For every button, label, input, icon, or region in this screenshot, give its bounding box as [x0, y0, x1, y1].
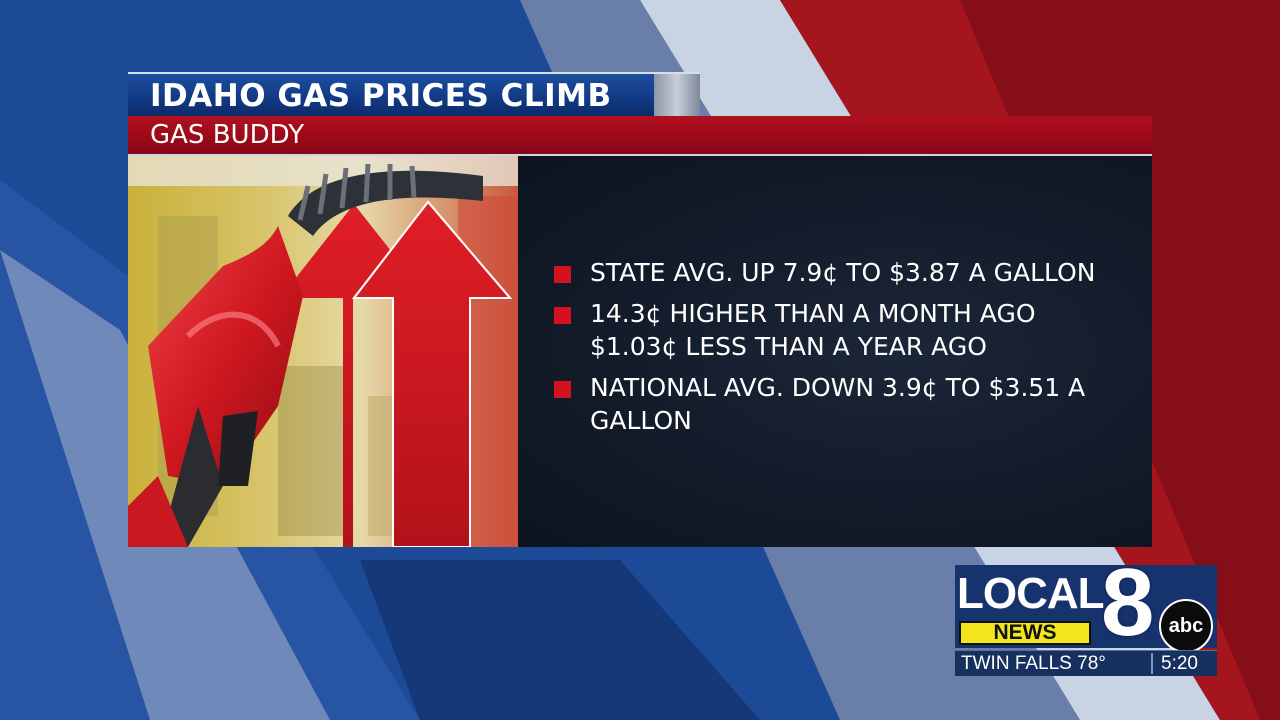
- gas-pump-photo: [128, 156, 518, 547]
- logo-news-word: NEWS: [959, 621, 1091, 645]
- bullet-list: STATE AVG. UP 7.9¢ TO $3.87 A GALLON 14.…: [554, 256, 1134, 445]
- bullet-text: 14.3¢ HIGHER THAN A MONTH AGO: [590, 299, 1036, 328]
- source-bar: GAS BUDDY: [128, 116, 1152, 156]
- logo-channel-number: 8: [1101, 549, 1155, 656]
- bullet-item: NATIONAL AVG. DOWN 3.9¢ TO $3.51 A GALLO…: [554, 371, 1134, 437]
- headline-bar: IDAHO GAS PRICES CLIMB: [128, 72, 700, 116]
- station-logo-bug: LOCAL NEWS 8 abc TWIN FALLS 78° 5:20: [955, 555, 1217, 676]
- headline-title: IDAHO GAS PRICES CLIMB: [150, 78, 612, 114]
- strip-divider: [1151, 653, 1153, 674]
- bullet-item: STATE AVG. UP 7.9¢ TO $3.87 A GALLON: [554, 256, 1134, 289]
- bullet-item: 14.3¢ HIGHER THAN A MONTH AGO $1.03¢ LES…: [554, 297, 1134, 363]
- location-temperature: TWIN FALLS 78°: [961, 653, 1106, 674]
- clock-time: 5:20: [1161, 653, 1198, 674]
- bullet-square-icon: [554, 307, 571, 324]
- weather-time-strip: TWIN FALLS 78° 5:20: [955, 650, 1217, 676]
- bullet-text: NATIONAL AVG. DOWN 3.9¢ TO $3.51 A: [590, 373, 1086, 402]
- abc-network-icon: abc: [1159, 599, 1213, 653]
- headline-bar-cap: [654, 74, 700, 116]
- station-logo: LOCAL NEWS 8 abc: [955, 555, 1217, 653]
- source-label: GAS BUDDY: [150, 120, 305, 150]
- bullet-text: $1.03¢ LESS THAN A YEAR AGO: [590, 332, 987, 361]
- bullet-square-icon: [554, 266, 571, 283]
- bullet-square-icon: [554, 381, 571, 398]
- bullet-text: GALLON: [590, 406, 692, 435]
- info-panel: STATE AVG. UP 7.9¢ TO $3.87 A GALLON 14.…: [518, 156, 1152, 547]
- logo-local-word: LOCAL: [957, 569, 1105, 618]
- bullet-text: STATE AVG. UP 7.9¢ TO $3.87 A GALLON: [590, 258, 1096, 287]
